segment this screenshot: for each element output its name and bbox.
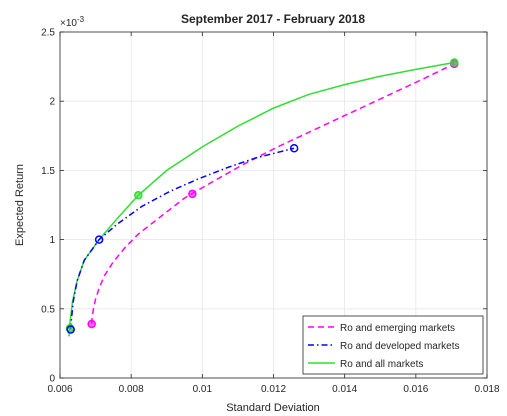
- y-exponent-power: -3: [77, 15, 85, 24]
- x-tick-label: 0.006: [47, 384, 72, 395]
- x-tick-label: 0.016: [403, 384, 428, 395]
- y-axis-label: Expected Return: [14, 164, 26, 246]
- x-axis-label: Standard Deviation: [226, 402, 320, 414]
- y-tick-label: 1.5: [41, 166, 55, 177]
- series-layer: [65, 58, 459, 337]
- marker-developed: [66, 325, 75, 334]
- marker-emerging: [87, 319, 96, 329]
- y-axis-exponent: ×10-3: [60, 15, 85, 29]
- x-tick-label: 0.012: [261, 384, 286, 395]
- y-tick-label: 1: [49, 235, 55, 246]
- axis-ticks: 0.006 0.008 0.01 0.012 0.014 0.016 0.018 0 0.5 1 1…: [41, 28, 500, 396]
- y-tick-label: 2.5: [41, 28, 55, 39]
- marker-all: [450, 58, 459, 67]
- marker-developed: [289, 144, 299, 153]
- legend-label-emerging: Ro and emerging markets: [340, 323, 455, 334]
- x-tick-label: 0.008: [119, 384, 144, 395]
- x-tick-label: 0.018: [474, 384, 499, 395]
- legend-label-developed: Ro and developed markets: [340, 341, 460, 352]
- y-tick-label: 2: [49, 97, 55, 108]
- marker-emerging: [188, 189, 197, 199]
- legend: Ro and emerging markets Ro and developed…: [302, 315, 484, 375]
- y-exponent-base: ×10: [60, 18, 77, 29]
- y-tick-label: 0.5: [41, 304, 55, 315]
- legend-label-all: Ro and all markets: [340, 359, 423, 370]
- x-tick-label: 0.014: [332, 384, 357, 395]
- x-tick-label: 0.01: [193, 384, 213, 395]
- y-tick-label: 0: [49, 374, 55, 385]
- legend-box: [302, 315, 484, 375]
- series-line-developed: [69, 147, 295, 330]
- series-line-emerging: [90, 63, 455, 325]
- marker-all: [134, 191, 143, 200]
- marker-developed: [94, 235, 104, 244]
- chart-title: September 2017 - February 2018: [181, 12, 365, 26]
